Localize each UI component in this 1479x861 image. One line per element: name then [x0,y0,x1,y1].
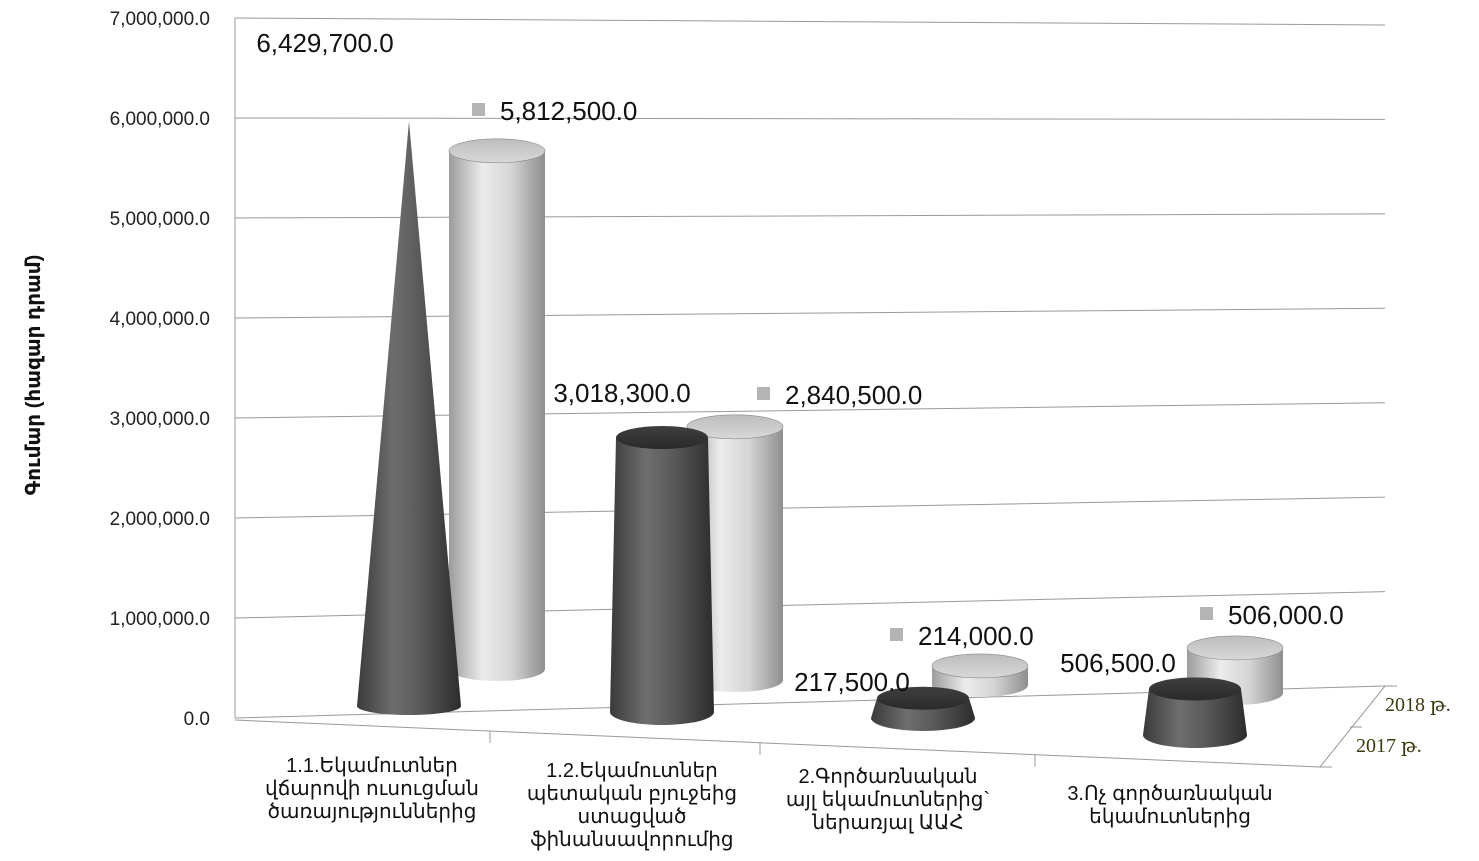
data-label: 5,812,500.0 [500,96,637,126]
gridline [234,117,1386,120]
gridline [234,17,1386,26]
legend-key [890,628,903,641]
series-label: 2018 թ. [1385,694,1451,716]
legend-key [1200,607,1213,620]
series-label: 2017 թ. [1356,735,1422,757]
bar-top [877,686,969,710]
y-tick-label: 1,000,000.0 [110,609,210,630]
data-label: 506,500.0 [1060,648,1176,678]
y-tick-label: 4,000,000.0 [110,309,210,330]
data-label: 6,429,700.0 [256,28,393,58]
y-tick-label: 7,000,000.0 [110,9,210,30]
bar-side [357,121,461,715]
y-tick-label: 5,000,000.0 [110,209,210,230]
legend-key [472,103,485,116]
data-label: 506,000.0 [1228,600,1344,630]
legend-key [757,387,770,400]
bar [357,121,461,715]
bar-side [1143,688,1247,748]
bar [448,138,546,681]
x-tick-label: 1.2.Եկամուտներ պետական բյուջեից ստացված ֆին… [527,760,737,851]
bar-top [931,653,1029,679]
value-labels: 6,429,700.0 3,018,300.0 217,500.0 506,500.0… [256,28,1343,697]
bar-side [449,150,545,681]
floor-front-edge [234,719,1321,768]
bar-top [686,414,784,440]
bar [931,653,1029,697]
bar-side [610,437,714,725]
y-tick-label: 3,000,000.0 [110,409,210,430]
bar-top [616,426,708,450]
gridline [234,307,1386,319]
gridline [234,213,1386,219]
bar-top [1149,677,1241,701]
data-label: 217,500.0 [794,667,910,697]
data-label: 214,000.0 [918,621,1034,651]
bar-top [1186,635,1284,661]
bars [357,121,1284,748]
bar [1143,677,1247,748]
bar [871,686,975,731]
x-tick-label: 3.Ոչ գործառնական եկամուտներից [1067,783,1272,828]
y-axis-label: Գումար (հազար դրամ) [23,255,45,496]
bar [610,426,714,725]
data-label: 3,018,300.0 [553,378,690,408]
y-tick-label: 2,000,000.0 [110,509,210,530]
axes [234,18,1397,768]
data-label: 2,840,500.0 [785,380,922,410]
bar-top [448,138,546,164]
y-tick-labels: 0.0 1,000,000.0 2,000,000.0 3,000,000.0 4,00… [110,9,210,730]
y-tick-label: 0.0 [184,709,210,730]
category-labels: 1.1.Եկամուտներ վճարովի ուսուցման ծառայությ… [265,755,1273,851]
series-labels: 2018 թ. 2017 թ. [1356,694,1451,757]
y-tick-label: 6,000,000.0 [110,109,210,130]
x-tick-label: 2.Գործառնական այլ եկամուտներից` ներառյալ Ա… [786,766,990,834]
x-tick-label: 1.1.Եկամուտներ վճարովի ուսուցման ծառայությ… [265,755,479,823]
